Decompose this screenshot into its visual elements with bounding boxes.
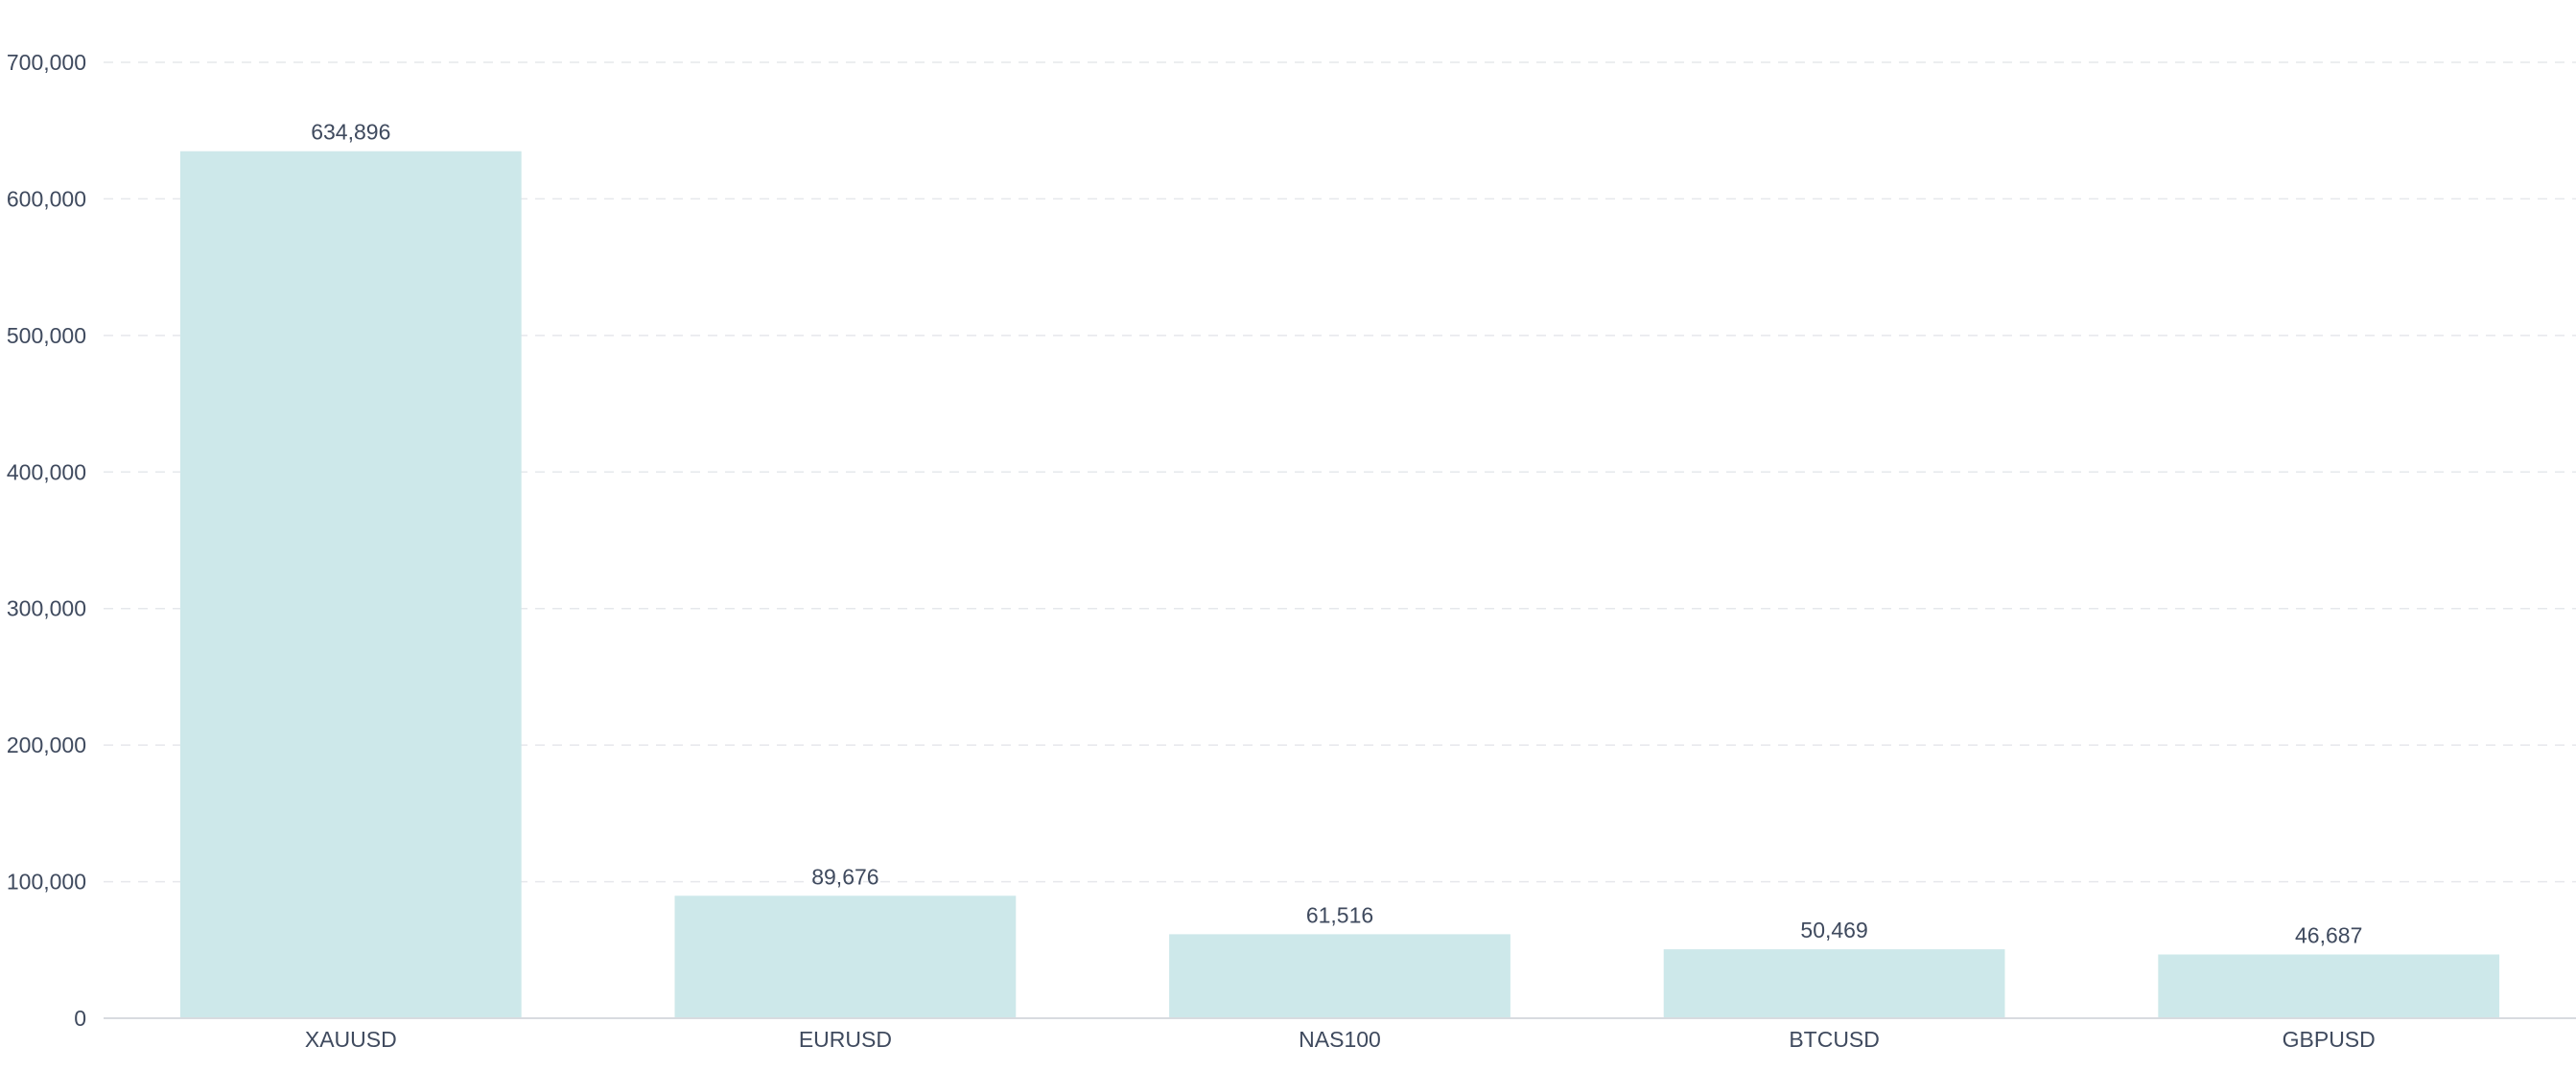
- y-axis-tick-labels: 0 100,000 200,000 300,000 400,000 500,000 600,…: [7, 50, 86, 1031]
- x-axis-category-labels: XAUUSD EURUSD NAS100 BTCUSD GBPUSD: [305, 1027, 2376, 1052]
- x-category-label: EURUSD: [799, 1027, 892, 1052]
- data-labels: 634,896 89,676 61,516 50,469 46,687: [311, 120, 2362, 948]
- y-tick-label: 500,000: [7, 323, 86, 348]
- bar-value-label: 61,516: [1306, 902, 1373, 927]
- bar-value-label: 46,687: [2295, 923, 2362, 948]
- grid-lines: [104, 61, 2576, 883]
- bar-value-label: 634,896: [311, 120, 390, 145]
- x-category-label: NAS100: [1299, 1027, 1381, 1052]
- y-tick-label: 0: [74, 1006, 86, 1031]
- x-category-label: XAUUSD: [305, 1027, 397, 1052]
- bar: [179, 151, 522, 1019]
- y-tick-label: 200,000: [7, 733, 86, 757]
- bar: [1663, 949, 2005, 1018]
- bars: [179, 151, 2500, 1019]
- bar: [1169, 934, 1510, 1018]
- y-tick-label: 100,000: [7, 870, 86, 895]
- y-tick-label: 300,000: [7, 596, 86, 621]
- y-tick-label: 700,000: [7, 50, 86, 75]
- y-tick-label: 600,000: [7, 186, 86, 211]
- x-category-label: BTCUSD: [1789, 1027, 1880, 1052]
- y-tick-label: 400,000: [7, 459, 86, 484]
- x-category-label: GBPUSD: [2283, 1027, 2376, 1052]
- bar: [674, 896, 1017, 1018]
- bar-value-label: 50,469: [1800, 918, 1867, 942]
- bar-value-label: 89,676: [811, 864, 878, 889]
- bar: [2158, 954, 2500, 1018]
